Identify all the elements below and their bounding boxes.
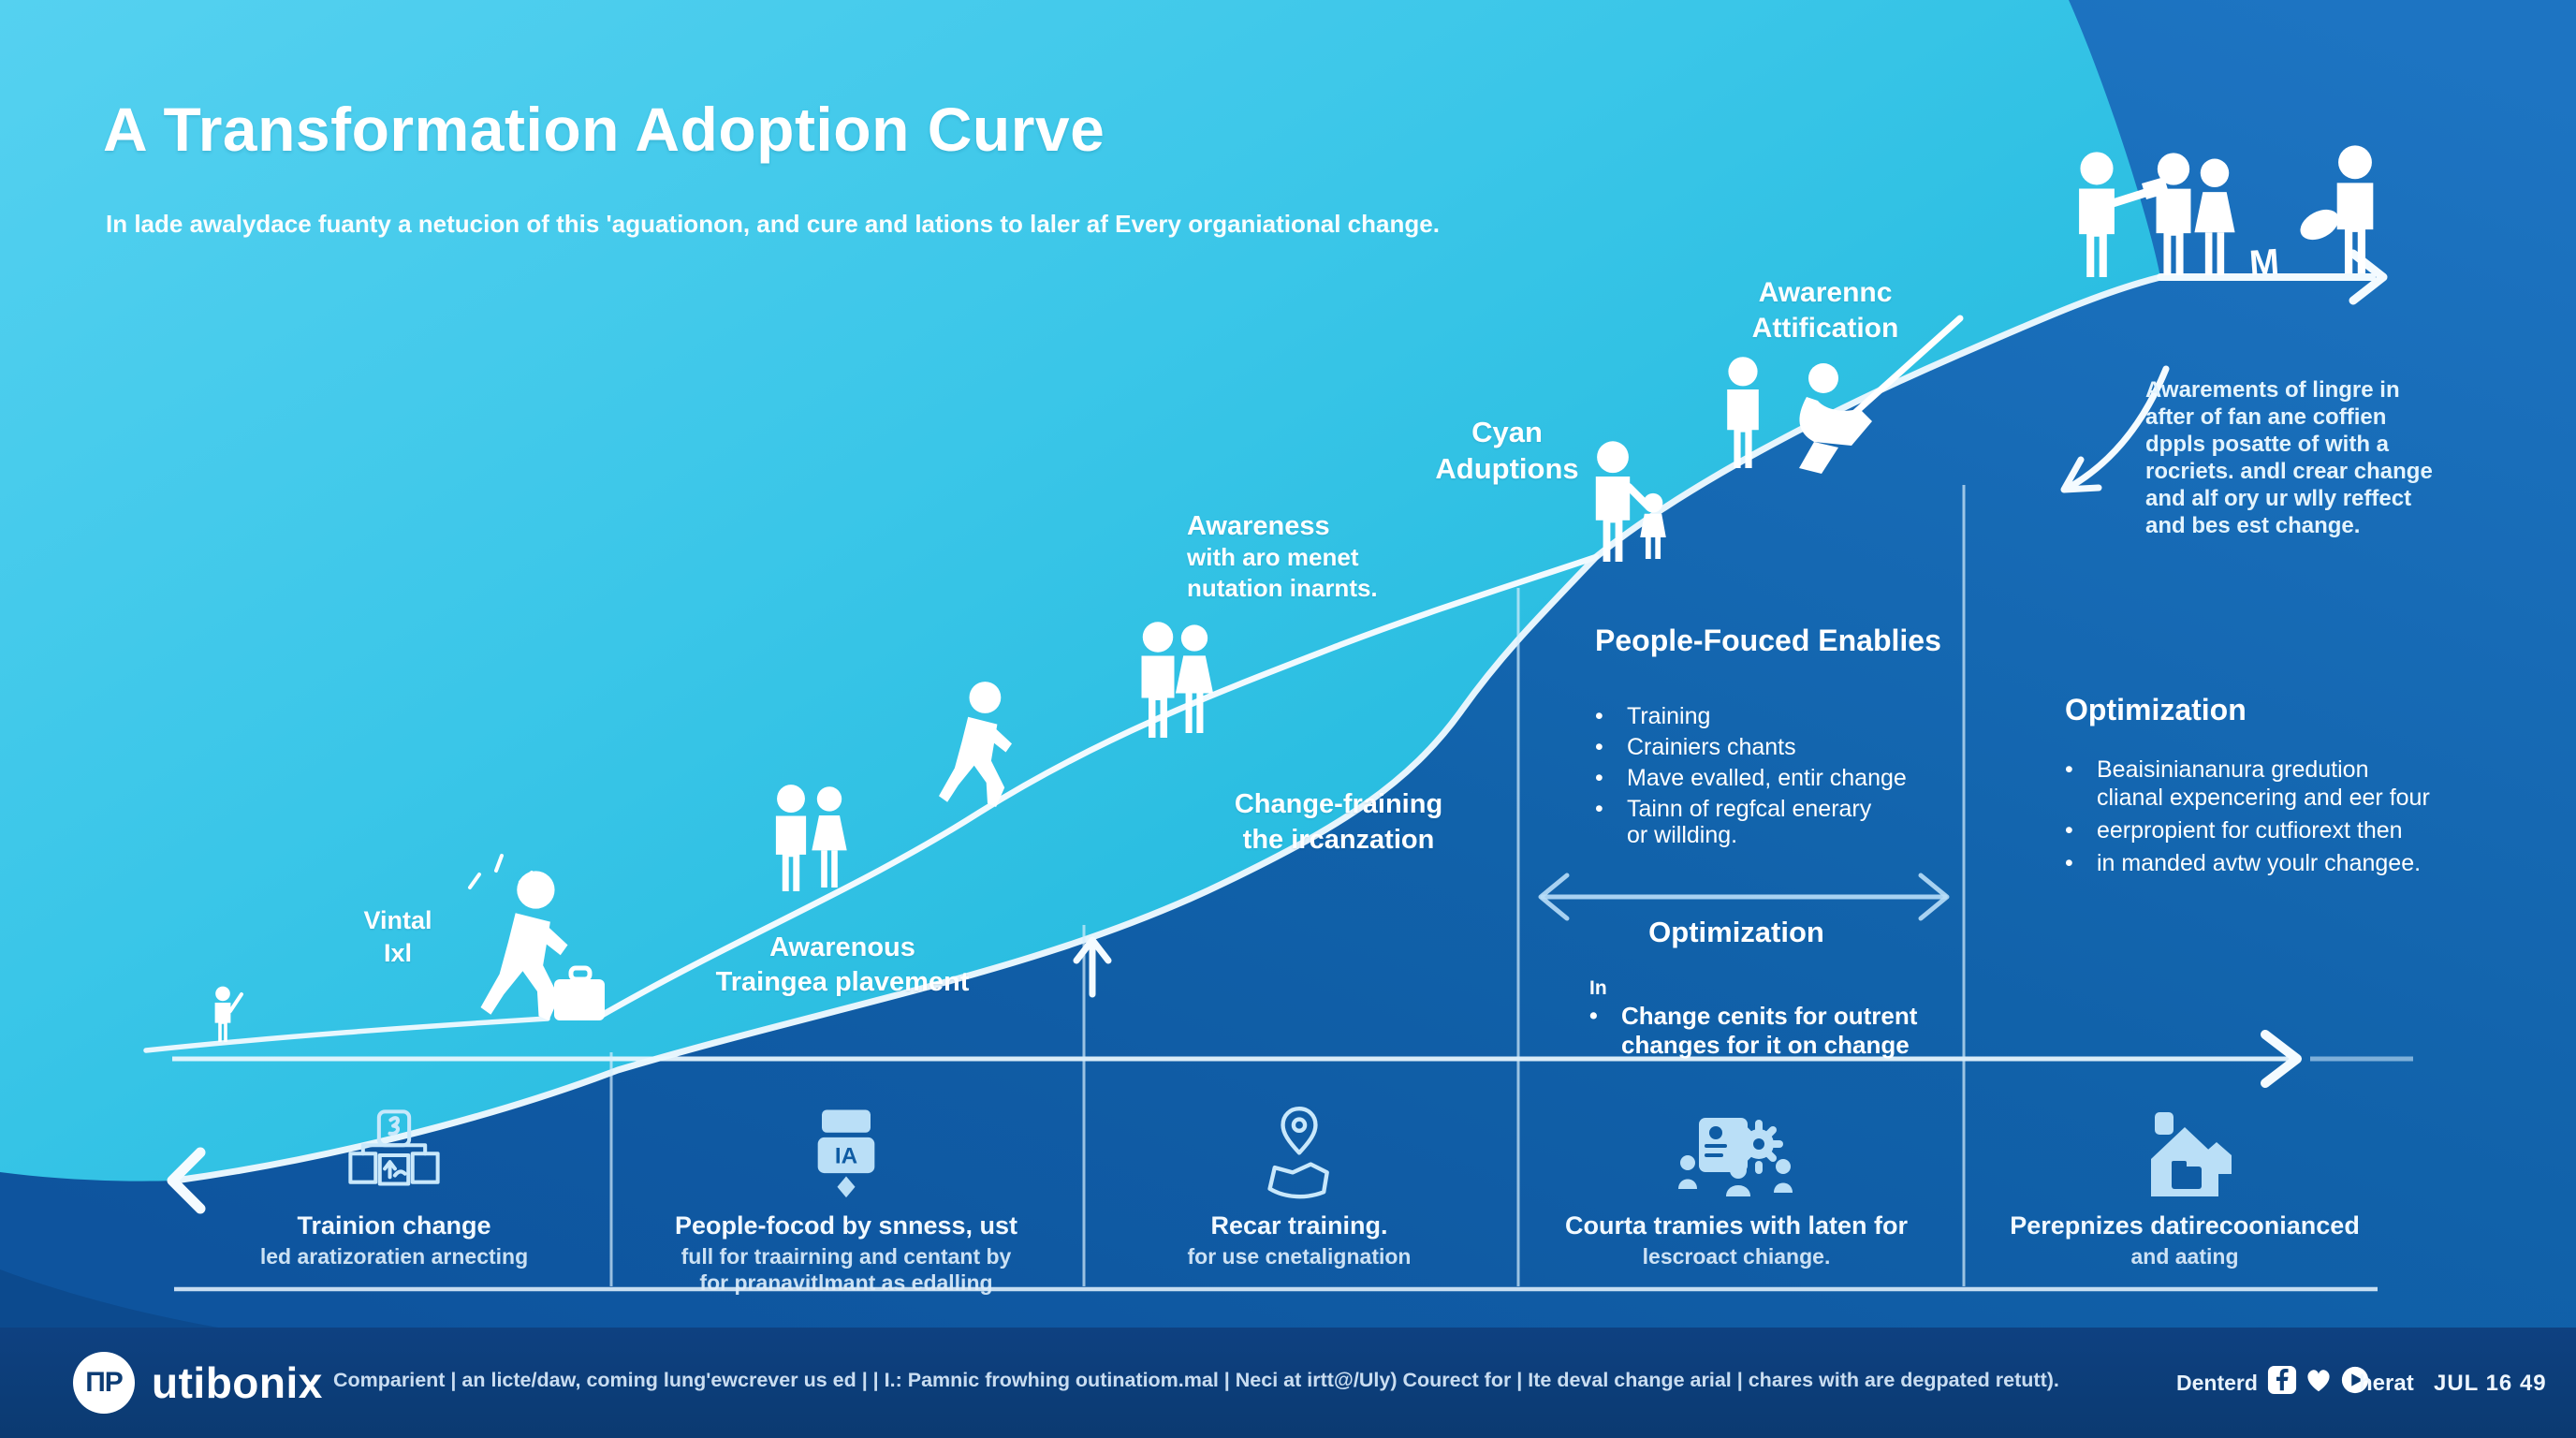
- bottom-item-people-focod: IA People-focod by snness, ust full for …: [631, 1105, 1061, 1296]
- axis-arrow-icon: [2261, 1030, 2302, 1088]
- page-subtitle: In lade awalydace fuanty a netucion of t…: [106, 210, 1440, 238]
- list-item: • Mave evalled, entir change: [1595, 765, 1907, 791]
- left-intro-line: [143, 1016, 550, 1053]
- bottom-item-trainion: Trainion change led aratizoratien arnect…: [179, 1105, 609, 1269]
- person-figure-vintal: [468, 854, 605, 1020]
- panel-people-title: People-Fouced Enablies: [1595, 624, 1941, 657]
- card-ia-icon: IA: [817, 1109, 875, 1198]
- flowchart-icon: [348, 1109, 440, 1186]
- person-figure-tiny: [214, 986, 243, 1042]
- bottom-item-subtitle: full for traairning and centant by for p…: [681, 1244, 1012, 1295]
- brand-logo: ПP: [73, 1352, 135, 1414]
- person-figure-plateau-group: [2079, 145, 2374, 277]
- person-figure-walker: [939, 682, 1012, 807]
- map-pin-icon: [1267, 1107, 1329, 1199]
- panel-people-fouced: People-Fouced Enablies • Training • Craini…: [1595, 624, 1998, 853]
- stage-label-awareness-rest: with aro menet nutation inarnts.: [1187, 543, 1378, 602]
- list-item: • eerpropient for cutfiorext then: [2065, 817, 2403, 844]
- panel-right-optimization: Optimization • Beaisiniananura gredution …: [2065, 693, 2514, 882]
- upper-curve-line: [595, 553, 1600, 1020]
- stage-label-awareness: Awareness with aro menet nutation inarnt…: [1187, 511, 1378, 604]
- bottom-item-subtitle: lescroact chiange.: [1642, 1244, 1831, 1269]
- up-arrow-icon: [1073, 936, 1112, 998]
- bottom-item-title: Trainion change: [297, 1211, 491, 1240]
- brand-name: utibonix: [152, 1358, 323, 1407]
- person-figure-climbers: [1727, 357, 1872, 474]
- section-dividers: [609, 485, 1966, 1286]
- play-icon: [2341, 1366, 2369, 1394]
- list-item: • Crainiers chants: [1595, 734, 1796, 760]
- stage-label-vintal: Vintal Ixl: [363, 906, 432, 967]
- person-figure-parent-child: [1595, 441, 1666, 562]
- m-mark: M: [2248, 242, 2281, 284]
- brand-monogram: ПP: [85, 1367, 124, 1398]
- footer-date: JUL 16 49: [2434, 1371, 2547, 1396]
- pole-line: [1846, 315, 1964, 421]
- stage-label-awareness-head: Awareness: [1187, 511, 1330, 541]
- person-figure-pair2: [1141, 622, 1214, 738]
- house-folder-icon: [2151, 1112, 2232, 1196]
- footer-caption: Comparient | an licte/daw, coming lung'e…: [333, 1369, 2059, 1391]
- list-item: • Tainn of regfcal enerary or willding.: [1595, 796, 1872, 848]
- span-arrow-icon: [1538, 873, 1950, 921]
- bottom-item-title: Perepnizes datirecoonianced: [2010, 1211, 2360, 1240]
- footer-bar: ПP utibonix Comparient | an licte/daw, c…: [0, 1328, 2576, 1438]
- footer-right-text: herat: [2359, 1371, 2414, 1396]
- bottom-item-title: Courta tramies with laten for: [1564, 1211, 1909, 1240]
- svg-text:IA: IA: [835, 1144, 857, 1169]
- panel-mid-optimization-pre: In: [1589, 977, 1607, 999]
- adoption-curve-line: [171, 273, 2164, 1184]
- stage-label-awarenous: Awarenous Traingea plavement: [715, 932, 970, 997]
- annotation-text: Awarements of lingre in after of fan ane…: [2145, 377, 2433, 538]
- bottom-item-subtitle: for use cnetalignation: [1187, 1244, 1412, 1269]
- bottom-item-courta-tramies: Courta tramies with laten for lescroact …: [1521, 1105, 1952, 1269]
- left-arrow-icon: [167, 1147, 206, 1214]
- curved-arrow-icon: [2060, 365, 2170, 493]
- list-item: • Training: [1595, 703, 1711, 729]
- page-title: A Transformation Adoption Curve: [103, 95, 1105, 164]
- stage-label-change-fraining: Change-fraining the ircanzation: [1234, 789, 1443, 855]
- bottom-item-recar-training: Recar training. for use cnetalignation: [1084, 1105, 1515, 1269]
- stage-label-awarennc: Awarennc Attification: [1751, 277, 1899, 344]
- footer-right-label: Denterd: [2176, 1371, 2258, 1395]
- panel-right-optimization-title: Optimization: [2065, 693, 2247, 726]
- footer-social-icons: [2267, 1365, 2370, 1395]
- bottom-item-perepnizes: Perepnizes datirecoonianced and aating: [1969, 1105, 2400, 1269]
- panel-mid-optimization-title: Optimization: [1648, 916, 1824, 948]
- person-figure-pair1: [775, 785, 847, 891]
- heart-icon: [2307, 1370, 2330, 1392]
- list-item: • Beaisiniananura gredution clianal expen…: [2065, 756, 2430, 811]
- facebook-icon: [2267, 1365, 2297, 1395]
- bottom-item-title: Recar training.: [1210, 1211, 1388, 1240]
- people-gear-icon: [1678, 1118, 1793, 1196]
- bottom-item-title: People-focod by snness, ust: [674, 1211, 1018, 1240]
- list-item: • in manded avtw youlr changee.: [2065, 850, 2422, 876]
- bottom-item-subtitle: and aating: [2130, 1244, 2239, 1269]
- bottom-item-subtitle: led aratizoratien arnecting: [259, 1244, 529, 1269]
- panel-mid-optimization-bullet: • Change cenits for outrent changes for i…: [1589, 1002, 1918, 1059]
- stage-label-cyan-aduptions: Cyan Aduptions: [1435, 416, 1579, 485]
